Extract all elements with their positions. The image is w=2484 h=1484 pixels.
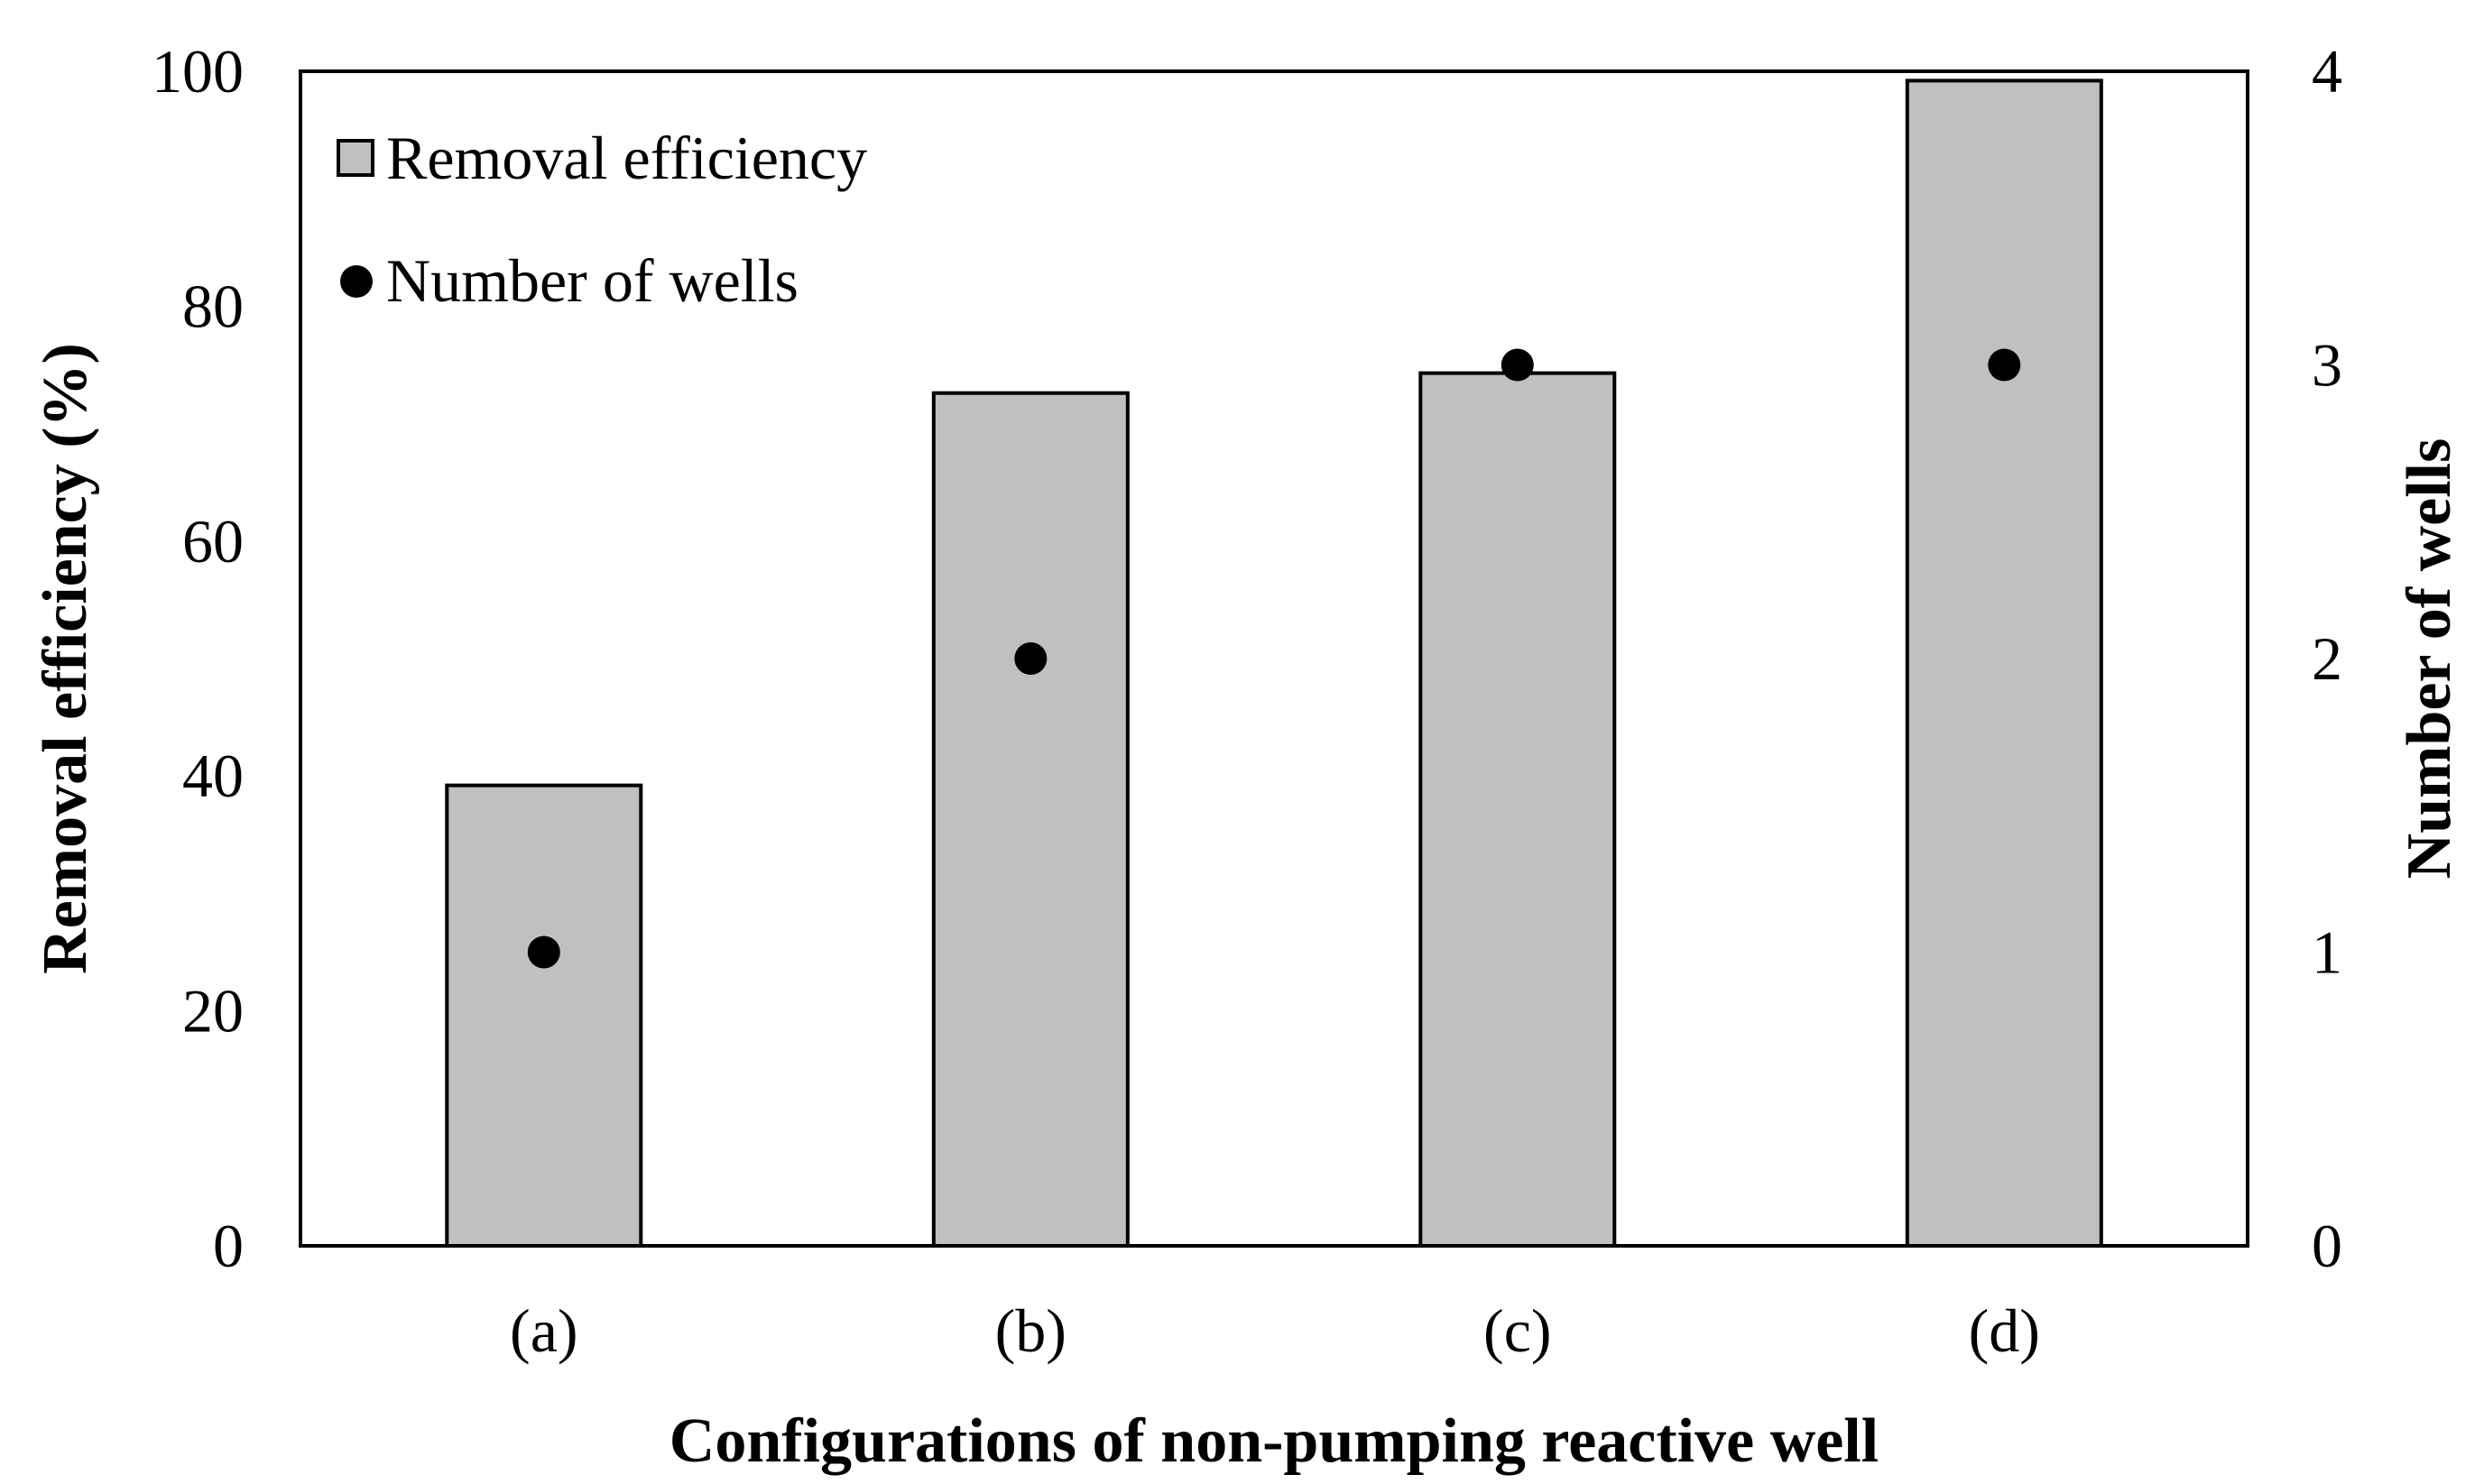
legend-label-removal-efficiency: Removal efficiency bbox=[386, 124, 867, 192]
point-3 bbox=[1988, 348, 2021, 382]
point-0 bbox=[527, 936, 560, 969]
point-1 bbox=[1014, 642, 1048, 675]
y-tick-label: 100 bbox=[152, 37, 244, 106]
y-axis-title: Removal efficiency (%) bbox=[31, 343, 100, 974]
y-tick-label: 60 bbox=[182, 507, 244, 576]
y2-axis-title: Number of wells bbox=[2395, 438, 2464, 880]
x-tick-label: (d) bbox=[1969, 1296, 2040, 1365]
x-tick-label: (c) bbox=[1483, 1296, 1551, 1365]
y2-tick-label: 4 bbox=[2312, 37, 2342, 106]
y2-tick-label: 2 bbox=[2312, 624, 2342, 693]
x-axis-ticks: (a) (b) (c) (d) bbox=[510, 1296, 2040, 1365]
bar-1 bbox=[931, 391, 1130, 1248]
left-axis-ticks: 0 20 40 60 80 100 bbox=[152, 37, 244, 1280]
x-axis-title: Configurations of non-pumping reactive w… bbox=[669, 1406, 1879, 1476]
y2-tick-label: 3 bbox=[2312, 331, 2342, 400]
legend-swatch-point bbox=[340, 265, 373, 298]
bar-0 bbox=[445, 783, 643, 1248]
y-tick-label: 0 bbox=[213, 1212, 244, 1280]
y-tick-label: 20 bbox=[182, 977, 244, 1046]
legend-label-number-of-wells: Number of wells bbox=[386, 246, 799, 315]
bar-3 bbox=[1905, 78, 2103, 1248]
plot-area-frame bbox=[299, 69, 2249, 1248]
y2-tick-label: 1 bbox=[2312, 918, 2342, 987]
point-2 bbox=[1501, 348, 1534, 382]
x-tick-label: (b) bbox=[995, 1296, 1067, 1365]
x-tick-label: (a) bbox=[510, 1296, 577, 1365]
legend-swatch-bar bbox=[337, 139, 374, 177]
y-tick-label: 80 bbox=[182, 272, 244, 340]
y2-tick-label: 0 bbox=[2312, 1212, 2342, 1280]
right-axis-ticks: 0 1 2 3 4 bbox=[2312, 37, 2342, 1280]
y-tick-label: 40 bbox=[182, 742, 244, 810]
legend: Removal efficiency Number of wells bbox=[337, 124, 867, 315]
bar-2 bbox=[1418, 371, 1617, 1249]
points-layer bbox=[527, 348, 2021, 969]
